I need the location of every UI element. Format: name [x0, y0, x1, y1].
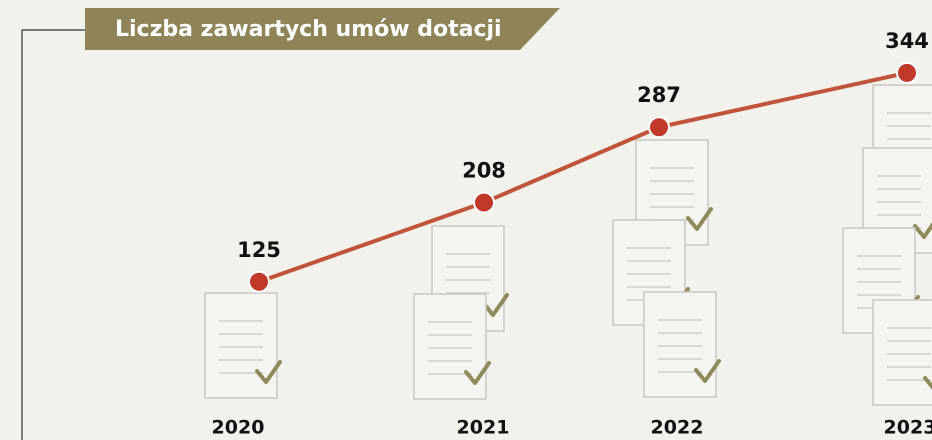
doc-check — [464, 361, 491, 385]
x-tick-label: 2021 — [457, 417, 510, 439]
data-label: 125 — [237, 238, 281, 262]
doc-icon — [643, 291, 721, 398]
doc-icon — [413, 293, 491, 400]
doc-check — [694, 359, 721, 383]
data-label: 287 — [637, 83, 681, 107]
x-tick-label: 2022 — [651, 417, 704, 439]
title-banner — [85, 8, 560, 50]
x-tick-label: 2023 — [884, 417, 932, 439]
point — [896, 61, 918, 84]
data-label: 344 — [885, 29, 929, 53]
doc-check — [913, 222, 932, 239]
point — [473, 191, 495, 214]
doc-check — [255, 360, 282, 384]
doc-check — [923, 376, 932, 390]
frame-line — [21, 29, 85, 440]
doc-icons — [204, 84, 932, 406]
doc-check — [482, 293, 509, 317]
doc-icon — [204, 292, 282, 399]
chart-title: Liczba zawartych umów dotacji — [115, 17, 502, 42]
line — [258, 70, 908, 284]
doc-sheet — [872, 299, 932, 406]
point — [248, 270, 270, 293]
point — [648, 116, 670, 139]
doc-check — [686, 207, 713, 231]
data-label: 208 — [462, 159, 506, 183]
doc-icon — [872, 299, 932, 406]
x-tick-label: 2020 — [212, 417, 265, 439]
